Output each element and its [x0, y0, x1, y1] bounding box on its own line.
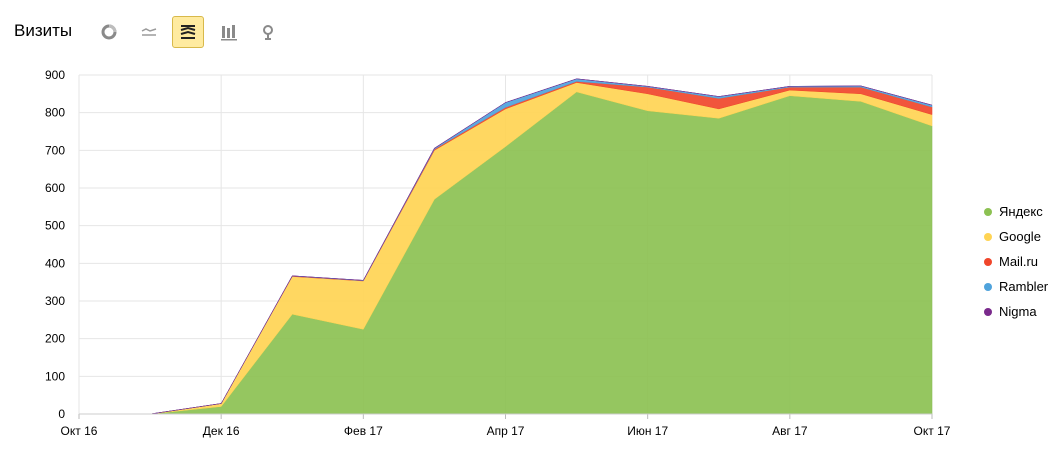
legend-item-1[interactable]: Google: [984, 224, 1048, 249]
chart-legend: Яндекс Google Mail.ru Rambler Nigma: [984, 199, 1048, 324]
y-tick-label: 200: [45, 332, 65, 346]
pie-chart-icon: [101, 24, 117, 40]
map-pin-icon: [263, 25, 273, 40]
line-chart-button[interactable]: [133, 16, 165, 48]
bar-chart-button[interactable]: [213, 16, 245, 48]
legend-marker: [984, 207, 992, 216]
x-tick-label: Июн 17: [627, 424, 668, 438]
stacked-area-chart-button[interactable]: [172, 16, 204, 48]
x-tick-label: Фев 17: [344, 424, 383, 438]
y-tick-label: 900: [45, 68, 65, 82]
y-tick-label: 400: [45, 256, 65, 270]
legend-item-2[interactable]: Mail.ru: [984, 249, 1048, 274]
x-tick-label: Апр 17: [487, 424, 525, 438]
y-tick-label: 0: [58, 407, 65, 421]
legend-label: Rambler: [999, 279, 1049, 294]
legend-marker: [984, 307, 992, 316]
bar-chart-icon: [221, 25, 237, 41]
legend-marker: [984, 232, 992, 241]
y-tick-label: 800: [45, 106, 65, 120]
map-button[interactable]: [252, 16, 284, 48]
x-tick-label: Дек 16: [203, 424, 240, 438]
y-tick-label: 300: [45, 294, 65, 308]
legend-label: Google: [999, 229, 1041, 244]
legend-item-4[interactable]: Nigma: [984, 299, 1048, 324]
x-tick-label: Авг 17: [772, 424, 808, 438]
y-tick-label: 600: [45, 181, 65, 195]
pie-chart-button[interactable]: [93, 16, 125, 48]
legend-label: Nigma: [999, 304, 1037, 319]
page-title: Визиты: [14, 21, 73, 40]
legend-item-0[interactable]: Яндекс: [984, 199, 1048, 224]
y-tick-label: 700: [45, 143, 65, 157]
y-tick-label: 500: [45, 219, 65, 233]
legend-marker: [984, 257, 992, 266]
legend-item-3[interactable]: Rambler: [984, 274, 1048, 299]
x-tick-label: Окт 16: [61, 424, 98, 438]
x-tick-label: Окт 17: [914, 424, 951, 438]
chart-toolbar: Визиты: [0, 0, 1061, 66]
y-tick-label: 100: [45, 369, 65, 383]
line-chart-icon: [141, 28, 157, 36]
legend-marker: [984, 282, 992, 291]
legend-label: Яндекс: [999, 204, 1043, 219]
area-series-4: [79, 78, 933, 415]
legend-label: Mail.ru: [999, 254, 1039, 269]
stacked-area-chart-icon: [180, 25, 196, 39]
